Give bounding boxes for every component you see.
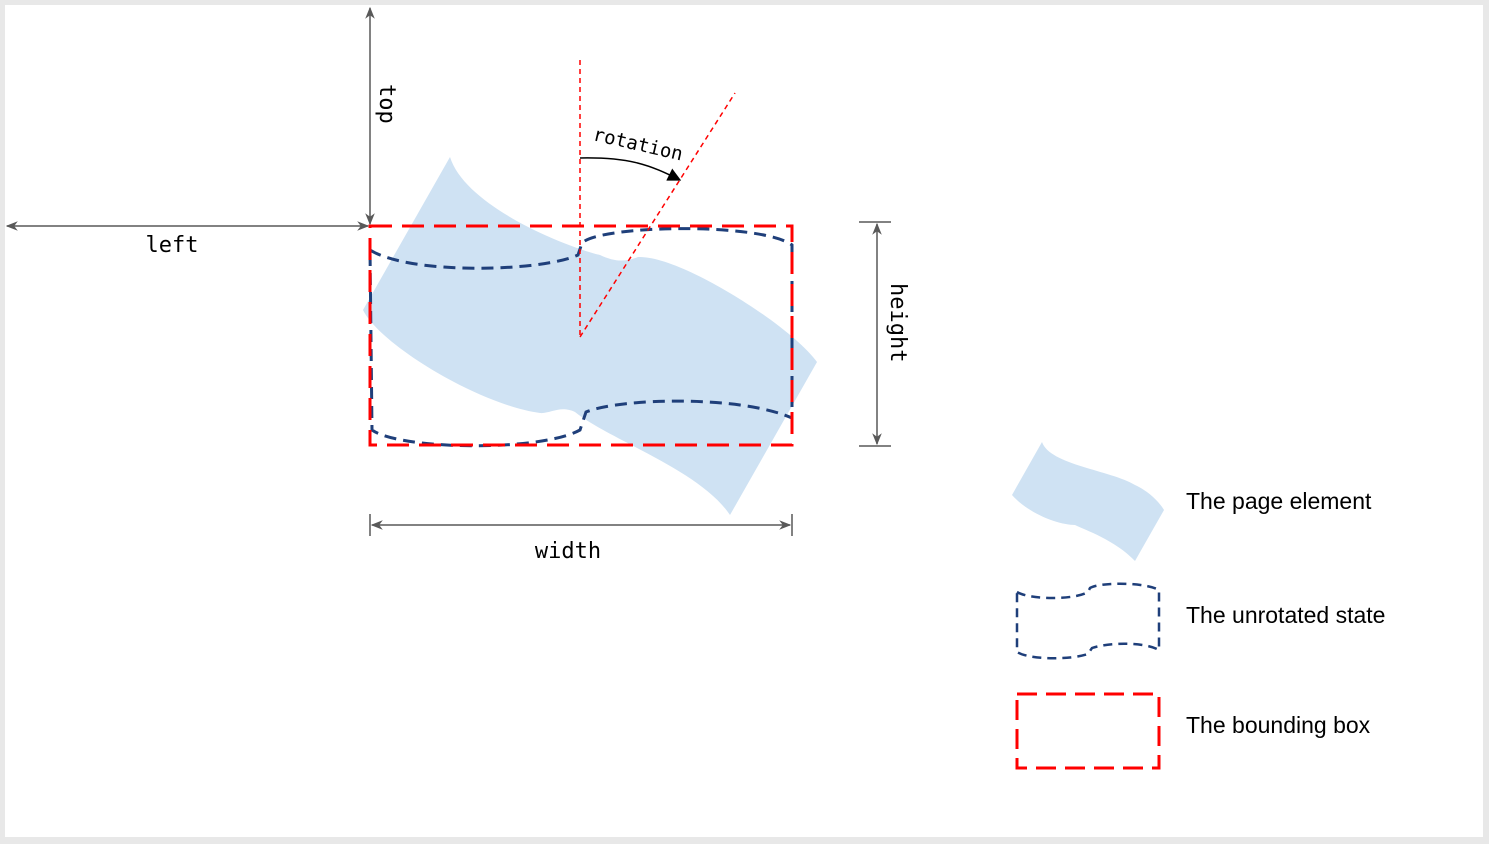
page-element-shape (363, 157, 817, 515)
rotation-arrow (579, 157, 682, 181)
legend-unrotated-label: The unrotated state (1186, 602, 1385, 628)
legend-bounding-box-swatch (1015, 692, 1161, 770)
legend-unrotated-swatch (1015, 582, 1161, 660)
legend-page-element-label: The page element (1186, 488, 1372, 514)
bounding-box (368, 224, 794, 447)
rotation-angled-guide (579, 92, 736, 338)
legend-bounding-box-label: The bounding box (1186, 712, 1371, 738)
legend: The page element The unrotated state The… (1012, 442, 1385, 770)
top-label: top (374, 84, 399, 124)
height-label: height (885, 283, 910, 362)
width-label: width (535, 539, 601, 564)
legend-page-element-swatch (1012, 442, 1164, 561)
left-label: left (146, 233, 199, 258)
